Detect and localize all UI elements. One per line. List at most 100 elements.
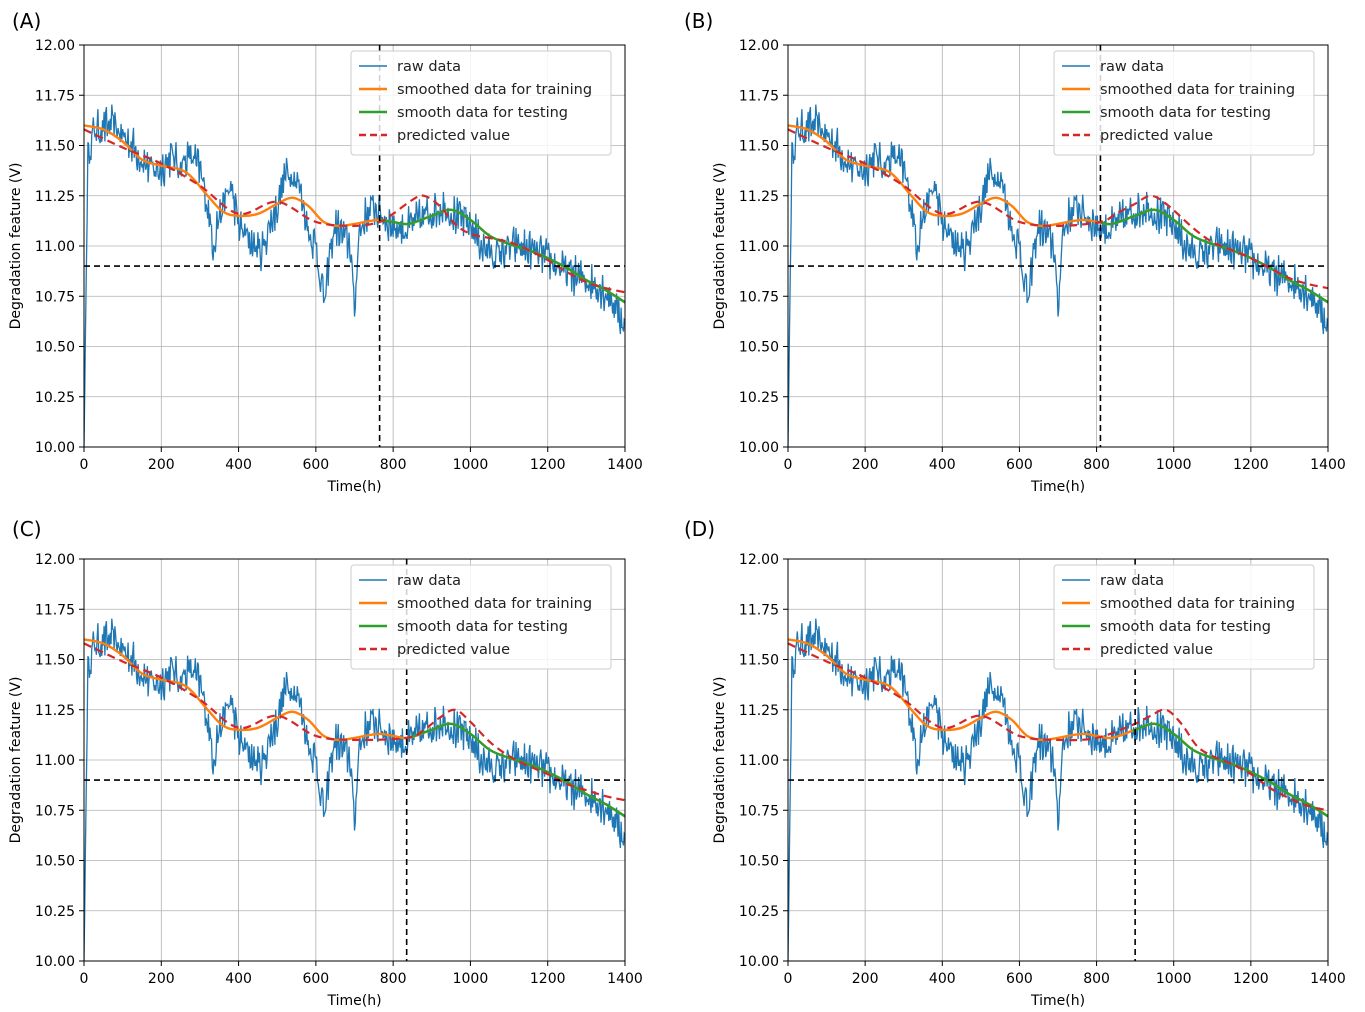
chart-panel-0: 0 200 400 600 800 1000 1200 1400 10.00 10.25 10.50… — [8, 9, 643, 495]
y-tick-label: 11.25 — [739, 189, 779, 205]
chart-panel-3: 0 200 400 600 800 1000 1200 1400 10.00 10.25 10.50… — [684, 517, 1346, 1009]
y-tick-label: 10.50 — [739, 340, 779, 356]
y-tick-label: 11.00 — [739, 239, 779, 255]
chart-panel-2: 0 200 400 600 800 1000 1200 1400 10.00 10.25 10.50… — [8, 517, 643, 1009]
y-tick-label: 11.75 — [35, 602, 75, 618]
legend-entry: smoothed data for training — [1100, 82, 1295, 98]
legend-entry: raw data — [397, 59, 461, 75]
y-tick-label: 10.25 — [35, 904, 75, 920]
legend-entry: predicted value — [1100, 128, 1213, 144]
y-tick-label: 10.50 — [35, 340, 75, 356]
x-tick-label: 1400 — [607, 457, 643, 473]
y-tick-label: 11.50 — [739, 653, 779, 669]
x-tick-label: 600 — [1006, 971, 1033, 987]
legend: raw data smoothed data for training smooth… — [1053, 564, 1315, 670]
x-tick-label: 0 — [784, 457, 793, 473]
legend-box — [350, 564, 612, 670]
plot-area — [788, 45, 1328, 447]
y-axis-label: Degradation feature (V) — [8, 677, 24, 844]
x-tick-label: 1000 — [1156, 457, 1192, 473]
y-tick-label: 11.50 — [739, 139, 779, 155]
y-tick-label: 12.00 — [739, 38, 779, 54]
x-tick-label: 1200 — [1233, 971, 1269, 987]
y-tick-label: 11.25 — [35, 703, 75, 719]
y-tick-label: 11.00 — [35, 753, 75, 769]
x-tick-label: 1200 — [530, 457, 566, 473]
x-tick-label: 1000 — [453, 457, 489, 473]
legend-entry: smooth data for testing — [1100, 619, 1271, 635]
y-tick-label: 11.50 — [35, 653, 75, 669]
smoothed-testing-line — [1100, 208, 1328, 304]
x-tick-label: 1000 — [1156, 971, 1192, 987]
smoothed-testing-line — [1132, 722, 1328, 818]
y-tick-label: 10.00 — [739, 954, 779, 970]
y-tick-label: 12.00 — [739, 552, 779, 568]
legend: raw data smoothed data for training smooth… — [1053, 50, 1315, 156]
y-tick-label: 11.75 — [739, 602, 779, 618]
legend-box — [1053, 50, 1315, 156]
predicted-value-line — [788, 128, 1328, 290]
x-tick-label: 400 — [929, 457, 956, 473]
x-tick-label: 800 — [1083, 457, 1110, 473]
legend: raw data smoothed data for training smooth… — [350, 50, 612, 156]
y-tick-label: 12.00 — [35, 38, 75, 54]
x-tick-label: 1000 — [453, 971, 489, 987]
x-tick-label: 1400 — [607, 971, 643, 987]
raw-data-line — [788, 618, 1328, 961]
plot-area — [84, 45, 625, 447]
legend-entry: smooth data for testing — [1100, 105, 1271, 121]
y-tick-label: 11.50 — [35, 139, 75, 155]
x-tick-label: 800 — [1083, 971, 1110, 987]
y-tick-label: 10.25 — [739, 904, 779, 920]
x-tick-label: 400 — [225, 457, 252, 473]
legend-entry: predicted value — [397, 642, 510, 658]
plot-area — [788, 559, 1328, 961]
legend-entry: smoothed data for training — [397, 82, 592, 98]
y-tick-label: 11.00 — [35, 239, 75, 255]
y-tick-label: 10.00 — [739, 440, 779, 456]
y-tick-label: 10.00 — [35, 440, 75, 456]
y-tick-label: 10.75 — [35, 289, 75, 305]
x-axis-label: Time(h) — [326, 479, 381, 495]
y-axis-label: Degradation feature (V) — [712, 677, 728, 844]
x-tick-label: 600 — [302, 457, 329, 473]
legend-box — [350, 50, 612, 156]
legend-entry: smooth data for testing — [397, 105, 568, 121]
x-axis-label: Time(h) — [1030, 993, 1085, 1009]
plot-area — [84, 559, 625, 961]
x-tick-label: 400 — [225, 971, 252, 987]
y-axis-label: Degradation feature (V) — [712, 163, 728, 330]
legend-entry: raw data — [397, 573, 461, 589]
x-tick-label: 200 — [852, 971, 879, 987]
y-tick-label: 10.50 — [739, 854, 779, 870]
x-tick-label: 200 — [852, 457, 879, 473]
legend-entry: predicted value — [397, 128, 510, 144]
x-tick-label: 400 — [929, 971, 956, 987]
x-tick-label: 1200 — [530, 971, 566, 987]
x-tick-label: 200 — [148, 457, 175, 473]
y-tick-label: 12.00 — [35, 552, 75, 568]
x-axis-label: Time(h) — [326, 993, 381, 1009]
x-tick-label: 1400 — [1310, 971, 1346, 987]
legend: raw data smoothed data for training smooth… — [350, 564, 612, 670]
x-axis-label: Time(h) — [1030, 479, 1085, 495]
predicted-value-line — [788, 642, 1328, 812]
y-axis-label: Degradation feature (V) — [8, 163, 24, 330]
x-tick-label: 1400 — [1310, 457, 1346, 473]
chart-panel-1: 0 200 400 600 800 1000 1200 1400 10.00 10.25 10.50… — [684, 9, 1346, 495]
x-tick-label: 0 — [80, 457, 89, 473]
y-tick-label: 11.00 — [739, 753, 779, 769]
panel-label: (B) — [684, 9, 713, 33]
legend-box — [1053, 564, 1315, 670]
panel-label: (D) — [684, 517, 715, 541]
raw-data-line — [84, 104, 625, 447]
raw-data-line — [788, 104, 1328, 447]
panel-label: (A) — [12, 9, 41, 33]
legend-entry: raw data — [1100, 59, 1164, 75]
y-tick-label: 10.50 — [35, 854, 75, 870]
y-tick-label: 11.75 — [35, 88, 75, 104]
panel-label: (C) — [12, 517, 42, 541]
y-tick-label: 10.75 — [739, 803, 779, 819]
x-tick-label: 800 — [380, 457, 407, 473]
